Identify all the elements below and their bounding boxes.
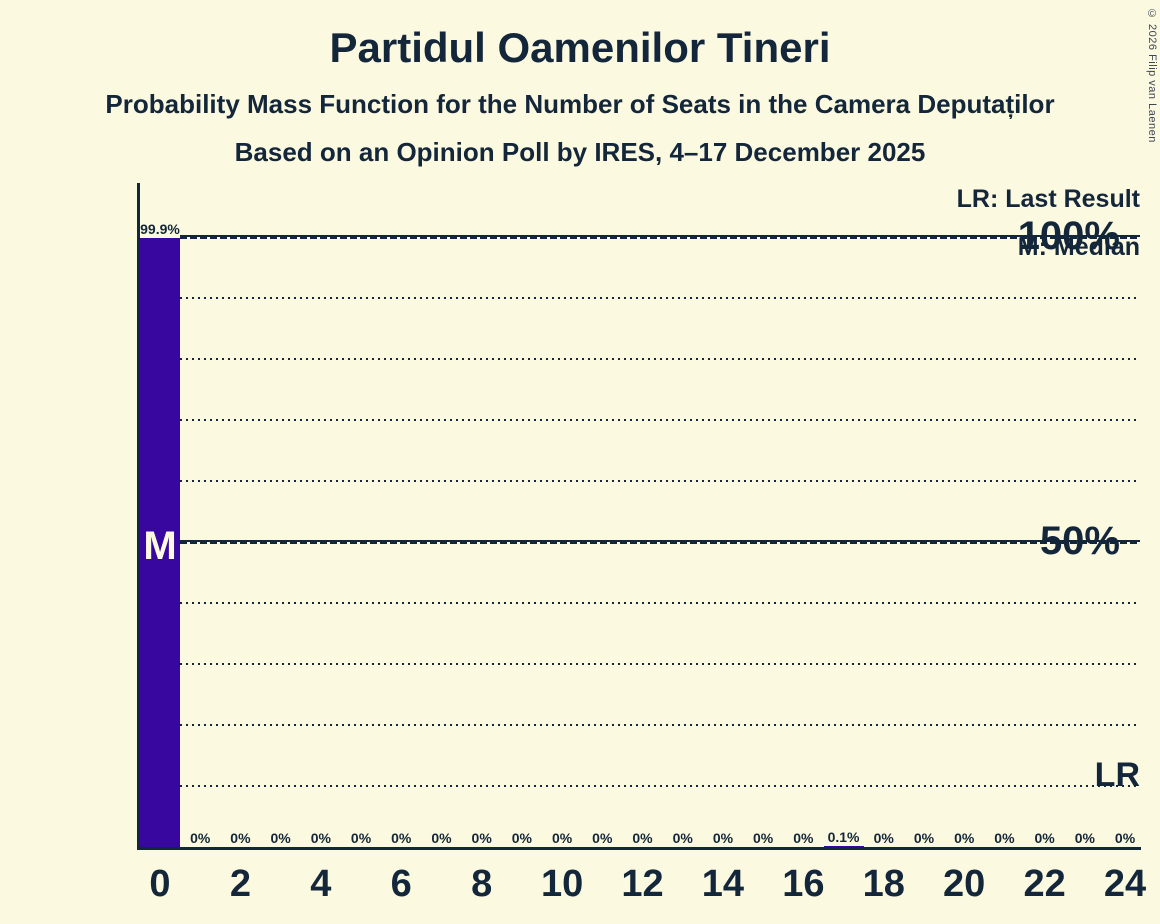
legend-last-result: LR: Last Result [956, 185, 1140, 213]
gridline-minor-80pct [180, 358, 1140, 360]
gridline-major-50pct [180, 540, 1140, 544]
x-tick-label-16: 16 [782, 863, 825, 905]
legend-median: M: Median [1017, 233, 1140, 261]
value-label-seat-13: 0% [672, 830, 693, 846]
value-label-seat-3: 0% [270, 830, 291, 846]
value-label-seat-1: 0% [190, 830, 211, 846]
gridline-minor-10pct [180, 785, 1140, 787]
value-label-seat-7: 0% [431, 830, 452, 846]
gridline-minor-90pct [180, 297, 1140, 299]
x-tick-label-6: 6 [390, 863, 412, 905]
x-tick-label-20: 20 [943, 863, 986, 905]
gridline-minor-70pct [180, 419, 1140, 421]
value-label-seat-21: 0% [994, 830, 1015, 846]
x-tick-label-14: 14 [701, 863, 745, 905]
value-label-seat-17: 0.1% [827, 829, 860, 846]
value-label-seat-16: 0% [793, 830, 814, 846]
value-label-seat-23: 0% [1074, 830, 1095, 846]
x-tick-label-12: 12 [621, 863, 664, 905]
x-axis-line [137, 847, 1141, 850]
chart-title: Partidul Oamenilor Tineri [329, 24, 831, 71]
chart-subtitle: Probability Mass Function for the Number… [105, 89, 1055, 119]
value-label-seat-4: 0% [310, 830, 331, 846]
bar-seat-0 [140, 237, 180, 847]
value-label-seat-9: 0% [511, 830, 532, 846]
value-label-seat-2: 0% [230, 830, 251, 846]
x-tick-label-10: 10 [540, 863, 584, 905]
value-label-seat-10: 0% [551, 830, 573, 846]
chart-poll-line: Based on an Opinion Poll by IRES, 4–17 D… [234, 137, 926, 167]
value-label-seat-12: 0% [632, 830, 653, 846]
x-tick-label-24: 24 [1103, 863, 1147, 905]
value-label-seat-18: 0% [873, 830, 894, 846]
gridline-minor-20pct [180, 724, 1140, 726]
y-tick-label-50: 50% [1039, 519, 1120, 563]
gridline-minor-40pct [180, 602, 1140, 604]
gridline-minor-60pct [180, 480, 1140, 482]
value-label-seat-20: 0% [954, 830, 975, 846]
y-axis-line [137, 183, 140, 850]
value-label-seat-24: 0% [1114, 830, 1136, 846]
value-label-seat-15: 0% [753, 830, 774, 846]
x-tick-label-22: 22 [1023, 863, 1066, 905]
x-tick-label-4: 4 [310, 863, 332, 905]
gridline-minor-30pct [180, 663, 1140, 665]
x-tick-label-8: 8 [471, 863, 493, 905]
median-marker: M [143, 524, 177, 568]
value-label-seat-5: 0% [350, 830, 372, 846]
value-label-seat-14: 0% [712, 830, 734, 846]
x-tick-label-2: 2 [229, 863, 251, 905]
last-result-marker: LR [1094, 756, 1140, 794]
gridline-major-100pct [180, 235, 1140, 239]
x-tick-label-18: 18 [862, 863, 905, 905]
value-label-seat-0: 99.9% [140, 220, 180, 237]
bar-seat-17 [823, 846, 864, 847]
y-tick-label-100: 100% [1017, 214, 1120, 258]
value-label-seat-19: 0% [913, 830, 935, 846]
x-tick-label-0: 0 [149, 863, 171, 905]
value-label-seat-22: 0% [1034, 830, 1055, 846]
copyright-notice: © 2026 Filip van Laenen [1146, 8, 1158, 143]
value-label-seat-6: 0% [391, 830, 412, 846]
value-label-seat-11: 0% [592, 830, 613, 846]
value-label-seat-8: 0% [471, 830, 492, 846]
